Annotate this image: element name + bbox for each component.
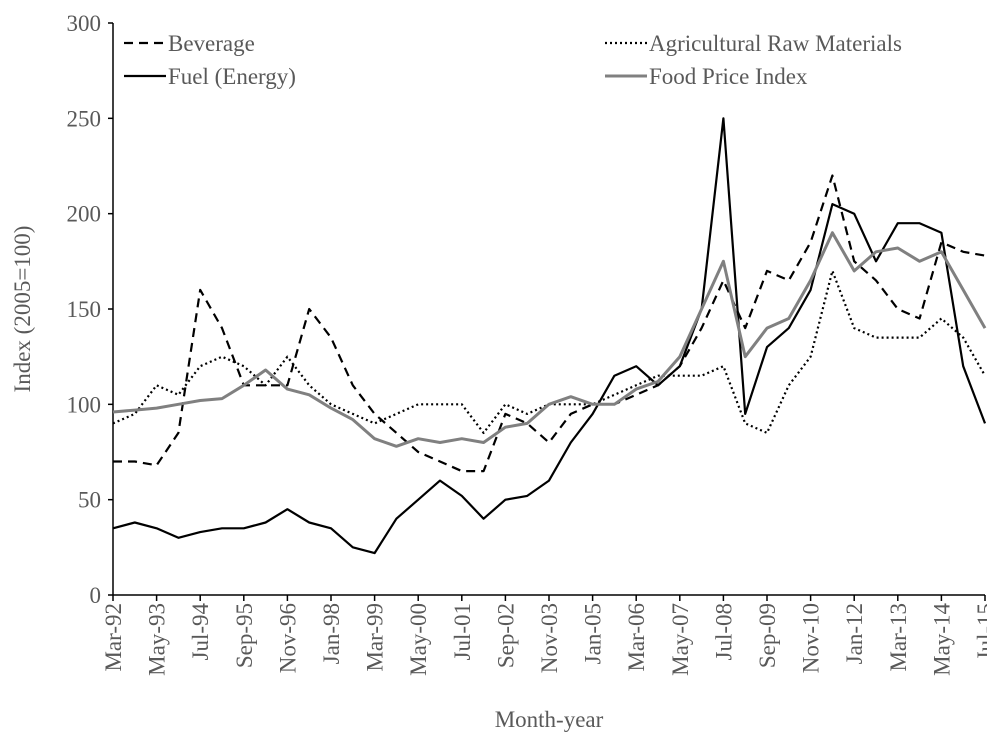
x-tick-label: Jul-01 [450, 603, 475, 661]
y-axis-title: Index (2005=100) [10, 226, 35, 393]
x-axis-title: Month-year [495, 707, 604, 732]
x-tick-label: May-07 [668, 603, 693, 676]
x-tick-label: May-00 [406, 603, 431, 676]
x-tick-label: Sep-02 [493, 603, 518, 668]
y-tick-label: 200 [67, 202, 102, 227]
x-tick-label: Jul-15 [973, 603, 987, 661]
line-series [112, 231, 987, 448]
x-tick-label: Jul-08 [711, 603, 736, 661]
line-series [112, 269, 986, 434]
x-tick-label: May-14 [929, 603, 954, 676]
x-tick-label: Nov-03 [537, 603, 562, 673]
legend-label: Beverage [168, 31, 255, 56]
y-tick-label: 250 [67, 106, 102, 131]
x-tick-label: Nov-96 [275, 603, 300, 673]
y-tick-label: 0 [90, 583, 102, 608]
legend-label: Fuel (Energy) [168, 64, 296, 89]
x-tick-label: Jan-05 [581, 603, 606, 664]
x-tick-label: Mar-06 [624, 603, 649, 672]
y-tick-label: 150 [67, 297, 102, 322]
legend-label: Agricultural Raw Materials [649, 31, 902, 56]
x-tick-label: Mar-99 [363, 603, 388, 672]
legend-label: Food Price Index [649, 64, 808, 89]
x-tick-label: Mar-92 [101, 603, 126, 672]
x-tick-label: Sep-09 [755, 603, 780, 668]
y-tick-label: 50 [78, 488, 101, 513]
line-series [112, 117, 987, 555]
y-tick-label: 300 [67, 11, 102, 36]
x-tick-label: Jan-12 [842, 603, 867, 664]
y-tick-label: 100 [67, 392, 102, 417]
x-tick-label: Mar-13 [886, 603, 911, 672]
x-tick-label: Jan-98 [319, 603, 344, 664]
line-series [113, 174, 986, 473]
x-tick-label: Nov-10 [799, 603, 824, 673]
x-tick-label: Jul-94 [188, 603, 213, 661]
x-tick-label: May-93 [145, 603, 170, 676]
x-tick-label: Sep-95 [232, 603, 257, 668]
